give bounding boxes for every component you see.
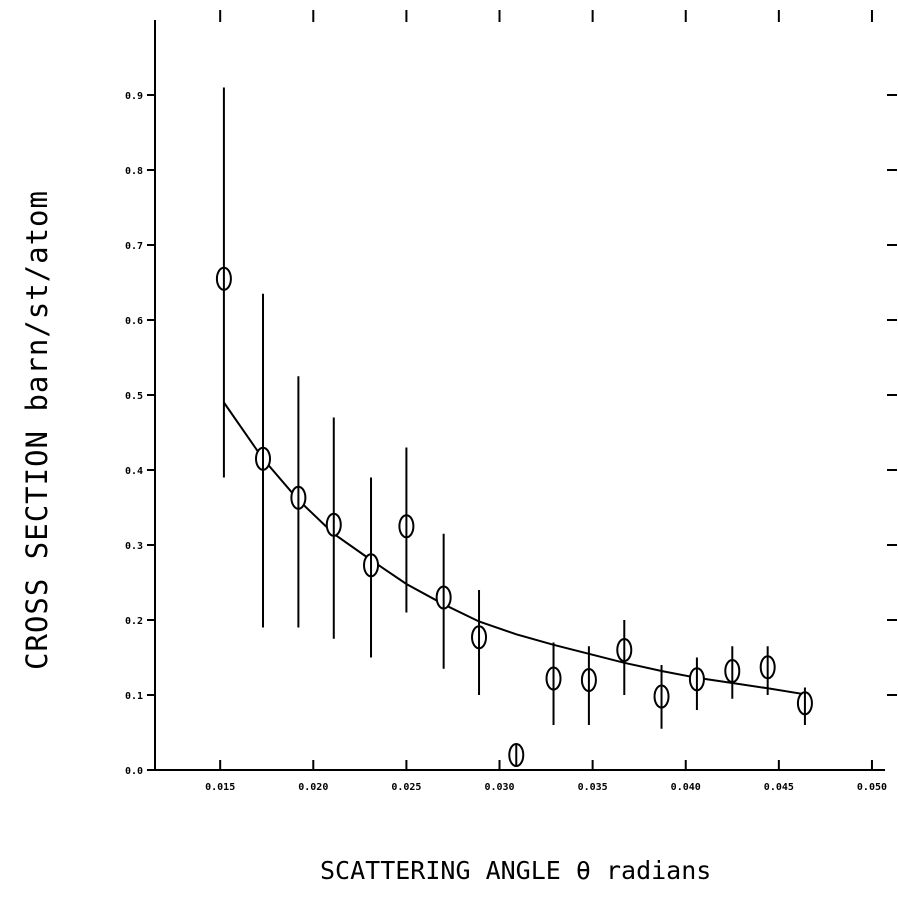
x-tick-label: 0.045	[764, 782, 794, 793]
y-ticks: 0.0 0.1 0.2 0.3 0.4 0.5 0.6 0.7 0.8 0.9	[125, 91, 155, 777]
x-tick-label: 0.035	[578, 782, 608, 793]
x-tick-label: 0.040	[671, 782, 701, 793]
y-tick-label: 0.6	[125, 316, 143, 327]
right-ticks	[887, 94, 897, 696]
x-ticks: 0.015 0.020 0.025 0.030 0.035 0.040 0.045 0.050	[205, 760, 887, 793]
y-tick-label: 0.1	[125, 691, 143, 702]
y-tick-label: 0.7	[125, 241, 143, 252]
y-tick-label: 0.9	[125, 91, 143, 102]
fit-curve	[223, 401, 806, 696]
y-tick-label: 0.3	[125, 541, 143, 552]
y-tick-label: 0.2	[125, 616, 143, 627]
y-tick-label: 0.4	[125, 466, 143, 477]
y-tick-label: 0.8	[125, 166, 143, 177]
y-axis-label: CROSS SECTION barn/st/atom	[20, 190, 54, 670]
y-tick-label: 0.0	[125, 766, 143, 777]
x-tick-label: 0.020	[298, 782, 328, 793]
axes	[154, 20, 885, 771]
x-tick-label: 0.050	[857, 782, 887, 793]
x-tick-label: 0.015	[205, 782, 235, 793]
top-ticks	[219, 10, 873, 22]
x-tick-label: 0.030	[484, 782, 514, 793]
y-tick-label: 0.5	[125, 391, 143, 402]
x-tick-label: 0.025	[391, 782, 421, 793]
x-axis-label: SCATTERING ANGLE θ radians	[320, 856, 712, 885]
data-points	[215, 87, 813, 767]
